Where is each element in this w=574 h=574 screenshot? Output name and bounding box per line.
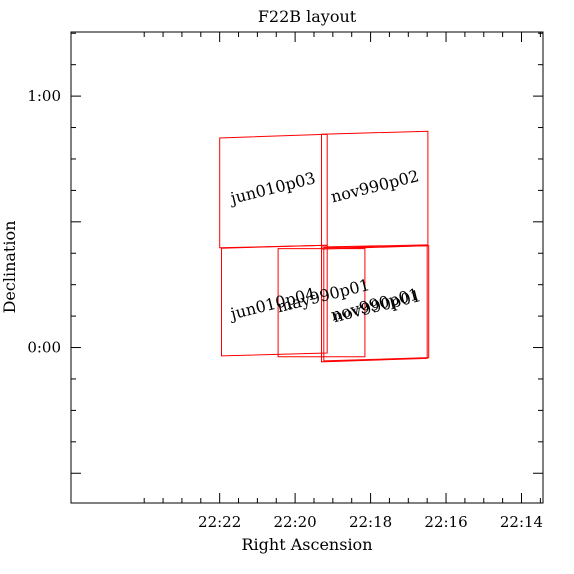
field-outline-may990p01 <box>277 248 366 358</box>
field-label-nov990p02: nov990p02 <box>329 166 421 206</box>
x-tick-label: 22:18 <box>349 513 392 531</box>
x-tick-label: 22:14 <box>500 513 543 531</box>
field-label-jun010p04: jun010p04 <box>227 284 318 324</box>
y-axis-label: Declination <box>0 221 19 314</box>
field-outline-nov990p01 <box>323 245 430 362</box>
x-axis-label: Right Ascension <box>242 535 373 554</box>
field-label-jun010p03: jun010p03 <box>227 168 318 208</box>
field-outline-jun010p04 <box>221 244 328 357</box>
chart-title: F22B layout <box>258 7 357 26</box>
x-tick-label: 22:20 <box>273 513 316 531</box>
field-outline-jun010p03 <box>219 133 328 249</box>
field-outline-nov990p01 <box>321 244 428 363</box>
y-tick-label: 1:00 <box>27 87 61 105</box>
plot-frame <box>70 31 544 504</box>
x-tick-label: 22:22 <box>198 513 241 531</box>
x-tick-label: 22:16 <box>424 513 467 531</box>
field-outlines <box>219 130 430 363</box>
y-tick-label: 0:00 <box>27 339 61 357</box>
axis-ticks: 22:14 22:16 22:18 22:20 22:22 0:00 1:00 <box>27 32 543 531</box>
